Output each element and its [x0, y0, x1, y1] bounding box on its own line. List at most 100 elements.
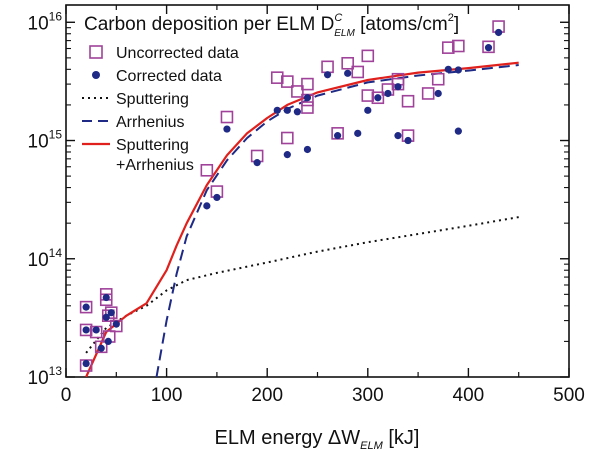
title-units-sup: 2 — [448, 12, 454, 24]
curve-sputtering — [85, 216, 519, 354]
y-tick-label: 1015 — [28, 128, 63, 153]
legend-label: Corrected data — [116, 68, 222, 85]
curve-arrhenius — [155, 64, 519, 377]
corrected-point — [303, 94, 312, 102]
x-axis-label-main: ELM energy ΔW — [215, 427, 361, 449]
x-axis-label: ELM energy ΔWELM [kJ] — [215, 427, 420, 452]
curves — [85, 61, 519, 377]
corrected-point — [394, 132, 402, 140]
legend-label-line2: +Arrhenius — [116, 157, 194, 174]
corrected-point — [112, 320, 120, 328]
legend-item: Corrected data — [92, 68, 222, 85]
corrected-point — [82, 359, 90, 368]
y-tick-base: 10 — [28, 250, 49, 271]
corrected-point — [223, 125, 231, 133]
corrected-point — [334, 132, 342, 140]
corrected-point — [293, 108, 301, 116]
corrected-point — [394, 83, 402, 91]
legend-label: Uncorrected data — [116, 45, 239, 62]
uncorrected-point — [270, 71, 284, 84]
corrected-point — [107, 309, 115, 317]
corrected-point — [82, 326, 90, 334]
y-tick-base: 10 — [28, 132, 49, 153]
uncorrected-point — [301, 77, 314, 91]
title-main: Carbon deposition per ELM D — [84, 14, 334, 35]
corrected-point — [97, 344, 105, 352]
corrected-point — [253, 159, 261, 167]
uncorrected-point — [341, 56, 354, 70]
uncorrected-point — [200, 163, 214, 177]
y-tick-exp: 13 — [49, 364, 63, 378]
uncorrected-point — [79, 300, 93, 314]
corrected-point — [102, 313, 110, 321]
corrected-point — [203, 202, 211, 210]
title-sup: C — [334, 12, 342, 24]
uncorrected-point — [101, 309, 115, 322]
x-axis-label-sub: ELM — [360, 440, 383, 452]
corrected-point — [283, 151, 291, 159]
uncorrected-point — [351, 65, 365, 79]
title-sub: ELM — [334, 28, 355, 39]
x-tick-label: 0 — [61, 385, 72, 406]
corrected-point — [444, 65, 452, 73]
corrected-point — [104, 337, 112, 346]
y-tick-exp: 14 — [49, 246, 63, 260]
uncorrected-point — [291, 85, 304, 98]
data-points — [79, 20, 505, 372]
uncorrected-point — [361, 89, 375, 102]
legend-label: Sputtering — [116, 91, 189, 108]
legend-swatch-square — [89, 45, 103, 59]
legend-label: Arrhenius — [116, 114, 184, 131]
title-units: [atoms/cm — [355, 14, 448, 35]
x-tick-label: 400 — [453, 385, 485, 406]
corrected-point — [323, 71, 332, 79]
y-tick-label: 1014 — [28, 246, 63, 271]
x-tick-label: 100 — [151, 385, 183, 406]
corrected-point — [484, 44, 493, 52]
legend-swatch-dot — [92, 71, 100, 79]
uncorrected-point — [482, 40, 495, 54]
legend-item: Arrhenius — [82, 114, 184, 131]
corrected-point — [454, 66, 462, 74]
uncorrected-point — [281, 131, 294, 145]
uncorrected-point — [110, 319, 123, 333]
x-tick-label: 200 — [251, 385, 283, 406]
corrected-point — [404, 136, 412, 145]
y-tick-exp: 15 — [49, 128, 63, 142]
x-tick-label: 300 — [352, 385, 384, 406]
corrected-point — [92, 326, 100, 334]
y-tick-base: 10 — [28, 13, 49, 34]
curve-sputtering-arrhenius — [85, 61, 519, 377]
uncorrected-point — [371, 91, 385, 105]
legend-label: Sputtering — [116, 137, 189, 154]
title-units-close: ] — [454, 14, 459, 35]
corrected-point — [344, 69, 352, 77]
legend: Uncorrected data Corrected data Sputtering… — [82, 45, 239, 174]
corrected-point — [102, 293, 110, 302]
legend-item: Sputtering — [82, 91, 189, 108]
corrected-point — [434, 89, 442, 98]
corrected-point — [82, 303, 90, 311]
corrected-point — [213, 193, 221, 202]
uncorrected-point — [104, 306, 118, 319]
x-axis-label-units: [kJ] — [383, 427, 420, 449]
chart-title: Carbon deposition per ELM DC ELM [atoms/c… — [84, 12, 459, 39]
corrected-point — [374, 94, 382, 102]
uncorrected-point — [301, 101, 314, 114]
legend-item: Sputtering +Arrhenius — [82, 137, 194, 174]
corrected-point — [494, 28, 503, 37]
uncorrected-point — [431, 72, 445, 86]
corrected-point — [354, 129, 362, 137]
uncorrected-point — [361, 49, 375, 63]
uncorrected-point — [441, 41, 455, 54]
uncorrected-point — [220, 110, 234, 124]
y-tick-base: 10 — [28, 368, 49, 389]
uncorrected-point — [401, 94, 415, 108]
uncorrected-point — [452, 39, 465, 53]
corrected-point — [273, 106, 281, 114]
y-tick-label: 1013 — [28, 364, 63, 389]
uncorrected-point — [281, 75, 294, 88]
